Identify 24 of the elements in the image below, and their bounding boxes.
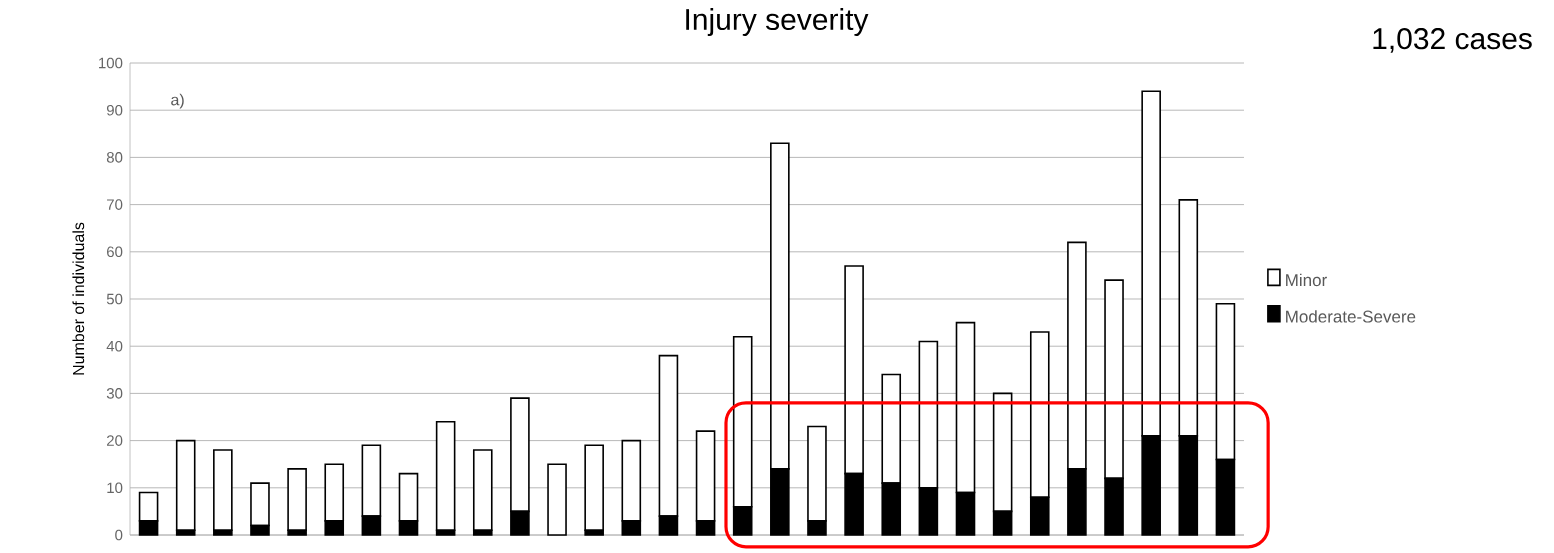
y-tick-label: 20 xyxy=(107,435,123,446)
bar xyxy=(547,463,567,536)
legend-label: Minor xyxy=(1286,273,1327,287)
bar xyxy=(287,468,307,532)
y-tick-label: 0 xyxy=(115,529,123,541)
chart-title: Injury severity xyxy=(686,8,869,37)
y-tick-label: 10 xyxy=(107,482,123,494)
y-tick-label: 80 xyxy=(106,152,123,163)
y-tick-label: 100 xyxy=(99,57,123,69)
bar xyxy=(584,444,604,532)
bar xyxy=(213,449,233,532)
y-tick-label: 50 xyxy=(106,293,123,305)
y-tick-label: 40 xyxy=(106,340,123,352)
y-tick-label: 60 xyxy=(107,246,123,258)
annotation: a) xyxy=(171,93,184,109)
legend-label: Moderate-Severe xyxy=(1286,310,1416,323)
text: 1,032 cases xyxy=(1373,28,1532,53)
y-tick-label: 90 xyxy=(106,104,123,116)
y-axis-title: Number of individuals xyxy=(72,222,85,375)
bar xyxy=(175,439,196,532)
y-tick-label: 70 xyxy=(107,199,123,210)
y-tick-label: 30 xyxy=(106,388,123,399)
bar xyxy=(472,449,493,532)
bar xyxy=(435,420,456,532)
